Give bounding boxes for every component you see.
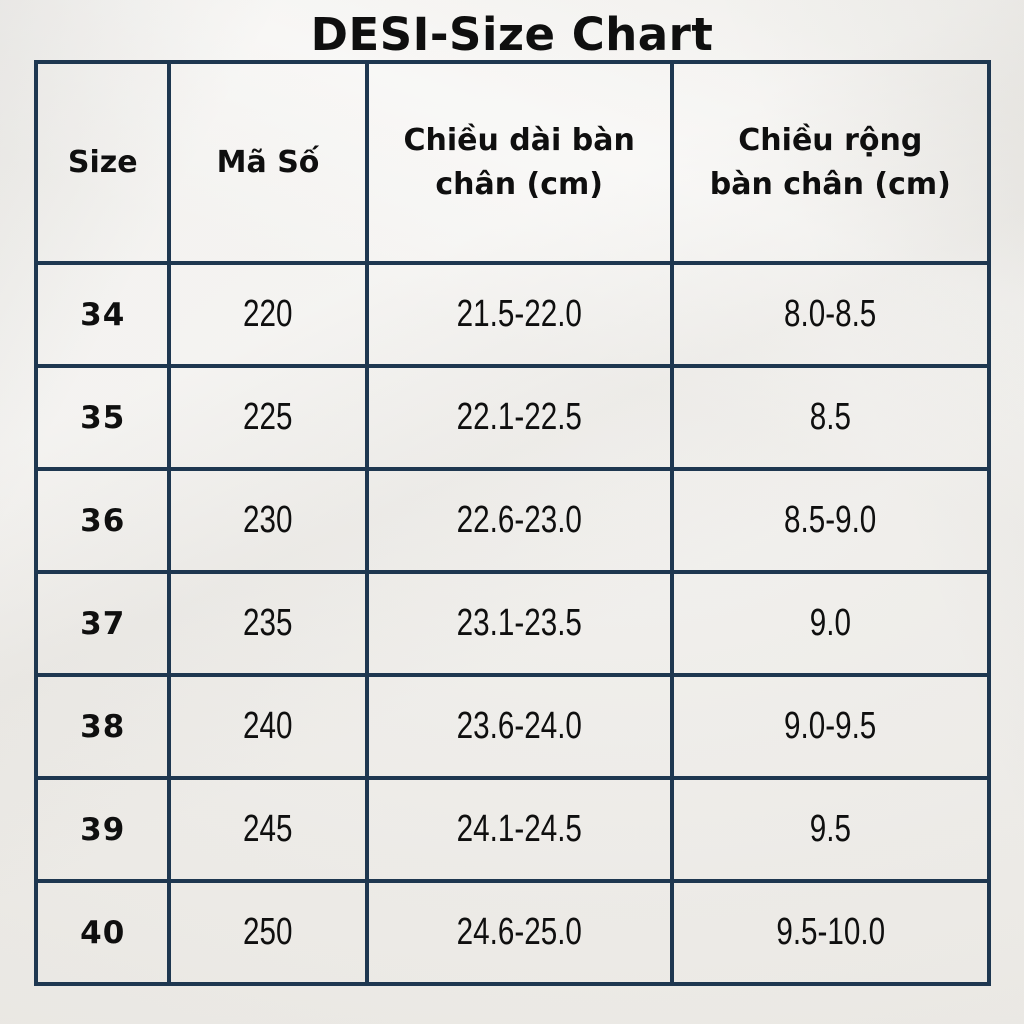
cell-size: 37 [33, 570, 172, 677]
cell-code: 245 [167, 776, 369, 883]
size-chart-table: Size Mã Số Chiều dài bàn chân (cm) Chiều… [33, 60, 992, 986]
header-cell-size: Size [33, 60, 172, 265]
cell-length: 23.1-23.5 [364, 570, 674, 677]
cell-width: 9.0-9.5 [669, 673, 992, 780]
header-row: Size Mã Số Chiều dài bàn chân (cm) Chiều… [33, 60, 992, 265]
table-row: 35 225 22.1-22.5 8.5 [33, 364, 992, 471]
cell-size: 38 [33, 673, 172, 780]
cell-length: 24.6-25.0 [364, 879, 674, 986]
cell-size: 34 [33, 261, 172, 368]
table-row: 36 230 22.6-23.0 8.5-9.0 [33, 467, 992, 574]
cell-width: 9.5 [669, 776, 992, 883]
cell-width: 9.0 [669, 570, 992, 677]
cell-length: 24.1-24.5 [364, 776, 674, 883]
cell-length: 22.1-22.5 [364, 364, 674, 471]
table-row: 39 245 24.1-24.5 9.5 [33, 776, 992, 883]
table-row: 34 220 21.5-22.0 8.0-8.5 [33, 261, 992, 368]
cell-width: 8.5-9.0 [669, 467, 992, 574]
cell-size: 35 [33, 364, 172, 471]
header-cell-length: Chiều dài bàn chân (cm) [364, 60, 674, 265]
header-cell-width: Chiều rộng bàn chân (cm) [669, 60, 992, 265]
table-row: 37 235 23.1-23.5 9.0 [33, 570, 992, 677]
cell-code: 240 [167, 673, 369, 780]
table-row: 38 240 23.6-24.0 9.0-9.5 [33, 673, 992, 780]
cell-width: 9.5-10.0 [669, 879, 992, 986]
cell-size: 36 [33, 467, 172, 574]
cell-code: 235 [167, 570, 369, 677]
cell-size: 40 [33, 879, 172, 986]
cell-size: 39 [33, 776, 172, 883]
cell-code: 225 [167, 364, 369, 471]
header-cell-code: Mã Số [167, 60, 369, 265]
cell-width: 8.5 [669, 364, 992, 471]
cell-length: 21.5-22.0 [364, 261, 674, 368]
cell-width: 8.0-8.5 [669, 261, 992, 368]
table-row: 40 250 24.6-25.0 9.5-10.0 [33, 879, 992, 986]
cell-length: 23.6-24.0 [364, 673, 674, 780]
page-title: DESI-Size Chart [310, 8, 714, 61]
cell-code: 230 [167, 467, 369, 574]
cell-code: 220 [167, 261, 369, 368]
cell-code: 250 [167, 879, 369, 986]
cell-length: 22.6-23.0 [364, 467, 674, 574]
